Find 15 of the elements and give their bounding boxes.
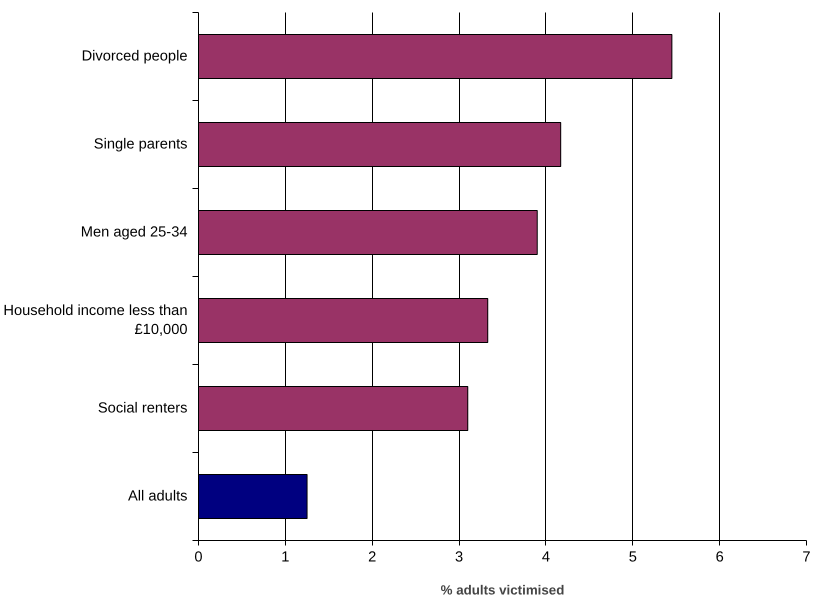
x-tick-label: 3: [454, 550, 464, 566]
y-tick-label: All adults: [128, 488, 188, 504]
y-tick-label: Men aged 25-34: [80, 224, 188, 240]
y-tick-label: Single parents: [94, 136, 188, 152]
x-tick-label: 0: [194, 550, 203, 566]
y-tick-label: Social renters: [98, 400, 188, 416]
y-tick-label: Household income less than £10,000: [3, 302, 188, 338]
x-tick-label: 7: [802, 550, 811, 566]
x-tick-label: 4: [542, 550, 550, 566]
x-tick-label: 5: [628, 550, 637, 566]
x-axis-title: % adults victimised: [440, 582, 564, 598]
x-tick-label: 1: [281, 550, 290, 566]
y-tick-label: Divorced people: [82, 48, 188, 64]
x-tick-label: 6: [716, 550, 724, 566]
x-tick-label: 2: [368, 550, 376, 566]
